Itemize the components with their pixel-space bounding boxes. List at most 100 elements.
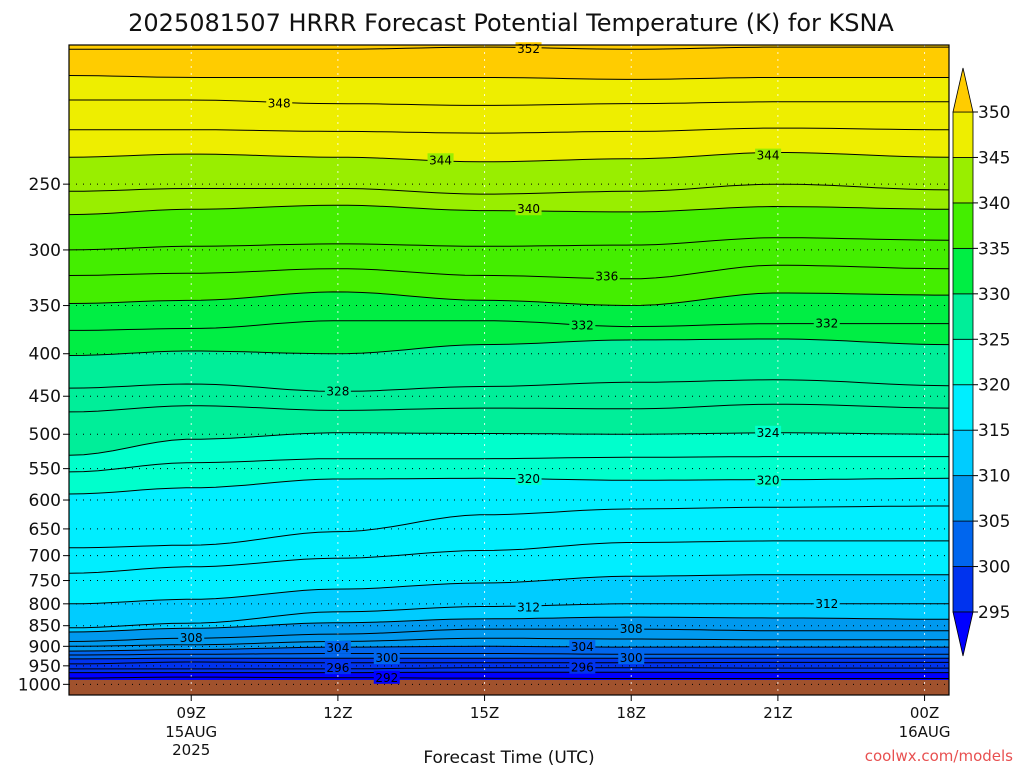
contour-label-bg bbox=[266, 96, 293, 110]
x-tick-label-18Z: 18Z bbox=[617, 704, 646, 722]
contour-314 bbox=[69, 574, 949, 605]
x-tick-date-label: 16AUG bbox=[899, 723, 951, 741]
contour-label-308: 308 bbox=[620, 622, 643, 636]
theta-band-300 bbox=[69, 653, 949, 659]
contour-label-340: 340 bbox=[517, 202, 540, 216]
y-tick-label-400: 400 bbox=[29, 345, 61, 365]
colorbar-segment-315 bbox=[952, 384, 974, 431]
contour-350 bbox=[69, 75, 949, 80]
contour-336 bbox=[69, 264, 949, 280]
y-tick-label-550: 550 bbox=[29, 460, 61, 480]
contour-312 bbox=[69, 603, 949, 629]
contour-316 bbox=[69, 540, 949, 574]
contour-330 bbox=[69, 338, 949, 356]
x-tick-label-00Z: 00Z bbox=[910, 704, 939, 722]
contour-label-296: 296 bbox=[326, 661, 349, 675]
contour-label-344: 344 bbox=[757, 149, 780, 163]
colorbar-top-arrow bbox=[952, 67, 974, 113]
colorbar-segment-320 bbox=[952, 338, 974, 386]
contour-label-308: 308 bbox=[180, 631, 203, 645]
y-tick-label-1000: 1000 bbox=[18, 675, 61, 695]
theta-band-330 bbox=[69, 320, 949, 356]
theta-band-342 bbox=[69, 152, 949, 195]
theta-band-324 bbox=[69, 404, 949, 456]
colorbar-label-350: 350 bbox=[978, 103, 1010, 123]
contour-346 bbox=[69, 127, 949, 134]
contour-label-300: 300 bbox=[375, 651, 398, 665]
contour-label-bg bbox=[569, 660, 596, 674]
contour-342 bbox=[69, 183, 949, 195]
contour-label-304: 304 bbox=[571, 640, 594, 654]
chart-title: 2025081507 HRRR Forecast Potential Tempe… bbox=[128, 9, 894, 37]
contour-label-bg bbox=[324, 661, 351, 675]
colorbar-segment-345 bbox=[952, 111, 974, 158]
colorbar-segment-305 bbox=[952, 475, 974, 522]
contour-306 bbox=[69, 637, 949, 647]
contour-label-320: 320 bbox=[517, 472, 540, 486]
colorbar-label-335: 335 bbox=[978, 239, 1010, 259]
x-tick-label-09Z: 09Z bbox=[177, 704, 206, 722]
contour-292 bbox=[69, 676, 949, 679]
contour-328 bbox=[69, 379, 949, 392]
theta-band-350 bbox=[69, 47, 949, 80]
colorbar-label-305: 305 bbox=[978, 512, 1010, 532]
colorbar-label-295: 295 bbox=[978, 603, 1010, 623]
theta-band-308 bbox=[69, 617, 949, 642]
x-tick-label-12Z: 12Z bbox=[323, 704, 352, 722]
colorbar-segment-340 bbox=[952, 157, 974, 204]
colorbar-segment-295 bbox=[952, 566, 974, 613]
contour-300 bbox=[69, 657, 949, 660]
theta-band-328 bbox=[69, 339, 949, 392]
contour-label-bg bbox=[178, 631, 205, 645]
contour-label-bg bbox=[813, 316, 840, 330]
contour-label-bg bbox=[755, 148, 782, 162]
contour-label-320: 320 bbox=[757, 473, 780, 487]
y-tick-label-950: 950 bbox=[29, 657, 61, 677]
colorbar-label-345: 345 bbox=[978, 148, 1010, 168]
contour-label-bg bbox=[515, 471, 542, 485]
contour-label-bg bbox=[515, 202, 542, 216]
theta-band-302 bbox=[69, 646, 949, 655]
x-tick-label-15Z: 15Z bbox=[470, 704, 499, 722]
y-axis: 2503003504004505005506006507007508008509… bbox=[18, 175, 69, 695]
contour-label-bg bbox=[618, 622, 645, 636]
theta-band-304 bbox=[69, 638, 949, 652]
ground-layer bbox=[69, 680, 949, 695]
credit-text[interactable]: coolwx.com/models bbox=[865, 747, 1013, 765]
contour-label-bg bbox=[569, 318, 596, 332]
contour-308 bbox=[69, 628, 949, 642]
contour-338 bbox=[69, 237, 949, 251]
contour-label-bg bbox=[618, 651, 645, 665]
y-tick-label-750: 750 bbox=[29, 572, 61, 592]
y-tick-label-900: 900 bbox=[29, 637, 61, 657]
contour-label-292: 292 bbox=[375, 671, 398, 685]
contour-310 bbox=[69, 616, 949, 633]
y-tick-label-500: 500 bbox=[29, 425, 61, 445]
colorbar-label-315: 315 bbox=[978, 421, 1010, 441]
y-tick-label-350: 350 bbox=[29, 297, 61, 317]
contour-labels: 352 348 344 344 340 336 332 332 328 324 320 320 312 3… bbox=[178, 42, 840, 685]
contour-304 bbox=[69, 645, 949, 652]
x-tick-date-label: 15AUG bbox=[165, 723, 217, 741]
contour-label-bg bbox=[755, 425, 782, 439]
contour-label-bg bbox=[373, 670, 400, 684]
theta-band-320 bbox=[69, 456, 949, 494]
contour-label-300: 300 bbox=[620, 651, 643, 665]
colorbar-label-340: 340 bbox=[978, 194, 1010, 214]
contour-label-336: 336 bbox=[595, 270, 618, 284]
contour-label-332: 332 bbox=[815, 317, 838, 331]
theta-band-322 bbox=[69, 432, 949, 472]
plot-frame bbox=[68, 44, 950, 696]
contour-label-bg bbox=[373, 651, 400, 665]
contour-340 bbox=[69, 204, 949, 216]
theta-band-344 bbox=[69, 128, 949, 162]
y-tick-label-300: 300 bbox=[29, 241, 61, 261]
theta-band-316 bbox=[69, 506, 949, 574]
contour-348 bbox=[69, 99, 949, 106]
x-tick-year-label: 2025 bbox=[172, 741, 210, 759]
contour-344 bbox=[69, 152, 949, 163]
contour-326 bbox=[69, 403, 949, 413]
colorbar-label-320: 320 bbox=[978, 376, 1010, 396]
colorbar-label-325: 325 bbox=[978, 330, 1010, 350]
